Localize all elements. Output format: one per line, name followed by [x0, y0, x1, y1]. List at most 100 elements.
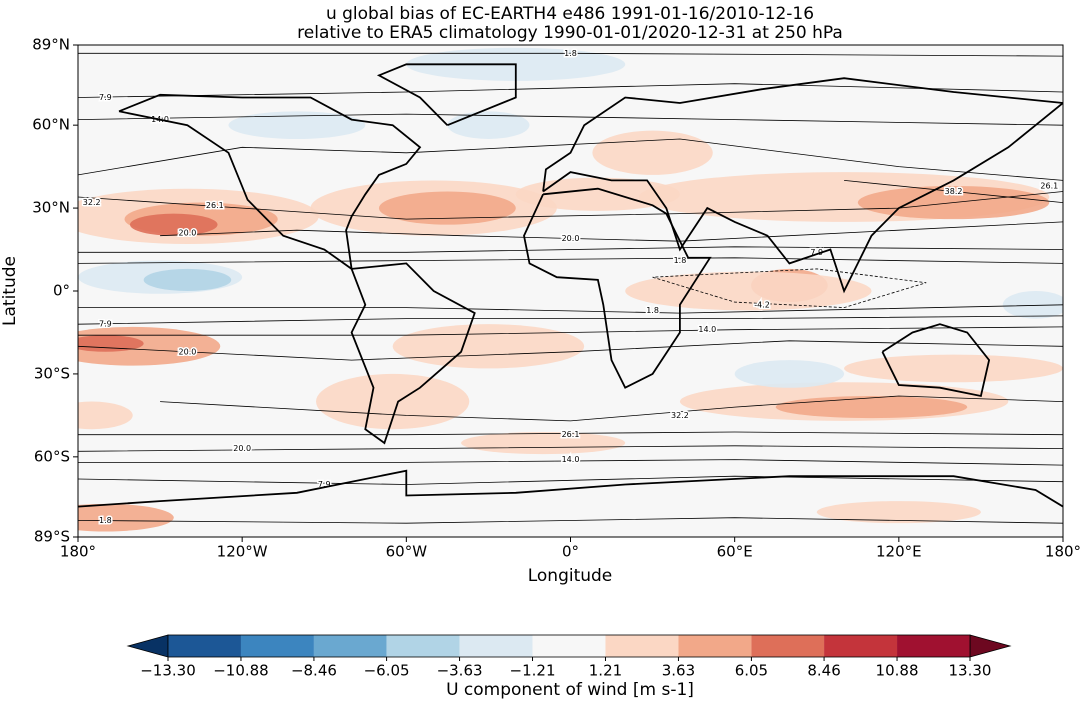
bias-region	[228, 111, 366, 139]
contour-line	[78, 431, 1063, 436]
contour-line	[160, 221, 1063, 242]
colorbar-tick-label: −6.05	[364, 662, 410, 680]
bias-region	[447, 111, 530, 139]
x-tick-label: 180°	[1045, 543, 1081, 561]
colorbar-extend-low	[126, 634, 169, 658]
bias-region	[392, 324, 585, 369]
map-area: 1.87.914.020.026.132.220.014.07.91.81.87…	[78, 45, 1063, 537]
contour-label: 20.0	[562, 234, 580, 243]
contour-line	[78, 138, 1063, 181]
y-tick-label: 0°	[53, 282, 70, 300]
colorbar-extend-high	[969, 634, 1012, 658]
bias-region	[78, 401, 133, 430]
bias-region	[461, 431, 626, 455]
colorbar-label: U component of wind [m s-1]	[446, 680, 694, 700]
contour-line	[844, 180, 1063, 203]
x-tick-label: 120°E	[876, 543, 922, 561]
x-axis-label: Longitude	[528, 566, 613, 586]
colorbar-tick-label: 6.05	[735, 662, 768, 680]
chart-subtitle: relative to ERA5 climatology 1990-01-01/…	[297, 23, 843, 43]
coastline	[350, 262, 476, 445]
bias-region	[316, 373, 470, 430]
y-tick-label: 60°N	[32, 116, 70, 134]
coastline	[523, 187, 712, 389]
contour-label: 1.8	[99, 516, 112, 525]
bias-region	[844, 354, 1063, 383]
contour-line	[78, 257, 1063, 264]
contour-label: 32.2	[671, 411, 689, 420]
contour-label: 26.1	[206, 201, 224, 210]
colorbar-segment	[459, 635, 533, 657]
coastline	[78, 469, 1063, 508]
y-tick-label: 89°N	[32, 36, 70, 54]
contour-label: 26.1	[562, 430, 580, 439]
contour-line	[78, 459, 1063, 466]
colorbar-tick-label: 1.21	[589, 662, 622, 680]
bias-region	[816, 501, 981, 524]
bias-region	[378, 191, 516, 225]
colorbar-segment	[168, 635, 241, 657]
contour-label: 26.1	[1040, 181, 1058, 190]
colorbar-segment	[313, 635, 387, 657]
bias-region	[78, 335, 144, 352]
colorbar-segment	[386, 635, 460, 657]
colorbar-tick-label: −3.63	[437, 662, 483, 680]
chart-title: u global bias of EC-EARTH4 e486 1991-01-…	[326, 4, 814, 24]
contour-label: 1.8	[674, 256, 687, 265]
contour-label: 20.0	[233, 444, 251, 453]
contour-label: -4.2	[754, 300, 770, 309]
colorbar-segment	[532, 635, 606, 657]
bias-region	[515, 177, 680, 211]
colorbar-tick-label: 3.63	[662, 662, 695, 680]
contour-line	[78, 445, 1063, 452]
contour-label: 38.2	[945, 187, 963, 196]
colorbar-tick-label: −13.30	[140, 662, 196, 680]
contour-label: 14.0	[562, 455, 580, 464]
colorbar-segment	[824, 635, 898, 657]
bias-region	[592, 130, 713, 175]
bias-region	[1002, 291, 1063, 319]
contour-line	[78, 340, 1063, 361]
contour-label: 7.9	[99, 320, 112, 329]
contour-label: 20.0	[179, 347, 197, 356]
y-tick-label: 30°S	[34, 364, 70, 382]
coastline	[542, 77, 1063, 294]
colorbar-segment	[751, 635, 825, 657]
y-tick-label: 30°N	[32, 199, 70, 217]
contour-line	[78, 246, 1063, 253]
colorbar-frame	[167, 634, 971, 658]
contour-label: 7.9	[99, 93, 112, 102]
bias-region	[143, 268, 232, 291]
colorbar-segment	[678, 635, 752, 657]
coastline	[118, 93, 422, 271]
colorbar-tick-label: −10.88	[213, 662, 269, 680]
contour-line	[78, 191, 1063, 220]
contour-label: 20.0	[179, 228, 197, 237]
coastline	[881, 323, 991, 398]
y-tick-label: 60°S	[34, 447, 70, 465]
y-axis-label: Latitude	[0, 256, 20, 326]
contour-label: 1.8	[646, 306, 659, 315]
colorbar-tick-label: −8.46	[291, 662, 337, 680]
bias-region	[775, 396, 968, 419]
bias-region	[625, 271, 872, 311]
contour-line	[78, 304, 1063, 314]
colorbar-tick-label: 10.88	[876, 662, 919, 680]
colorbar-tick-label: −1.21	[510, 662, 556, 680]
x-tick-label: 180°	[60, 543, 96, 561]
x-tick-label: 0°	[562, 543, 579, 561]
contour-label: 14.0	[698, 325, 716, 334]
contour-line	[652, 268, 927, 309]
colorbar-tick-label: 8.46	[807, 662, 840, 680]
contour-label: 32.2	[83, 198, 101, 207]
colorbar-segment	[897, 635, 970, 657]
x-tick-label: 60°W	[386, 543, 428, 561]
contour-line	[78, 83, 1063, 98]
colorbar-segment	[240, 635, 314, 657]
bias-region	[129, 213, 218, 236]
contour-line	[78, 52, 1063, 57]
contour-line	[78, 113, 1063, 126]
coastline	[376, 63, 517, 127]
contour-line	[78, 517, 1063, 524]
